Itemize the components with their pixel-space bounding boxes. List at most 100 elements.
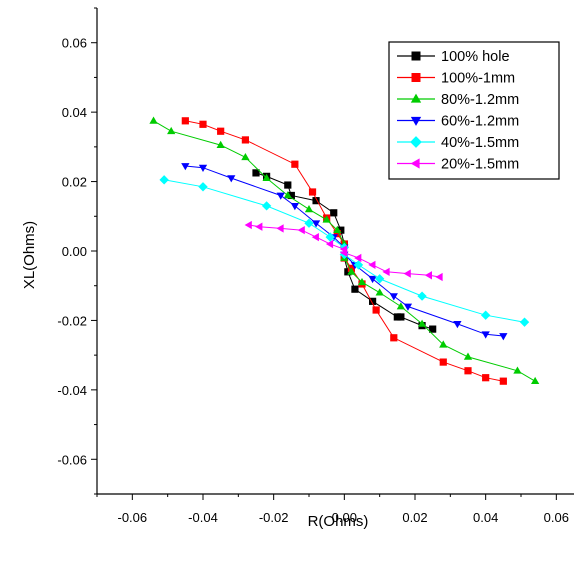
y-tick-label: 0.06 <box>62 36 87 51</box>
legend-item: 40%-1.5mm <box>397 135 519 151</box>
data-point <box>396 302 406 310</box>
data-point <box>276 224 284 233</box>
data-point <box>389 293 398 301</box>
x-tick-label: -0.02 <box>259 510 289 525</box>
x-tick-label: 0.00 <box>332 510 357 525</box>
legend-label: 80%-1.2mm <box>441 92 519 108</box>
data-point <box>311 220 321 228</box>
data-point <box>403 303 413 311</box>
data-point <box>482 374 490 382</box>
x-tick-label: 0.02 <box>402 510 427 525</box>
data-point <box>312 197 320 205</box>
data-point <box>291 160 299 168</box>
data-point <box>480 310 491 320</box>
legend-label: 60%-1.2mm <box>441 114 519 130</box>
data-point <box>390 334 398 342</box>
data-point <box>244 220 252 230</box>
data-point <box>351 285 359 293</box>
data-point <box>311 232 319 242</box>
series-line <box>343 257 536 382</box>
series-line <box>153 120 345 245</box>
data-point <box>368 260 376 270</box>
data-point <box>333 230 341 238</box>
y-tick-label: 0.04 <box>62 105 87 120</box>
data-point <box>198 182 208 192</box>
data-point <box>417 319 427 327</box>
data-point <box>519 317 530 327</box>
data-point <box>530 376 540 385</box>
legend-item: 60%-1.2mm <box>397 114 519 130</box>
data-point <box>325 239 334 249</box>
legend-marker <box>410 158 420 169</box>
x-tick-label: -0.06 <box>118 510 148 525</box>
legend-marker <box>410 136 422 148</box>
data-point <box>159 175 169 185</box>
data-point <box>283 191 292 199</box>
series-3 <box>149 116 540 385</box>
series-5 <box>159 175 530 327</box>
y-tick-label: 0.02 <box>62 175 87 190</box>
data-point <box>198 164 208 173</box>
data-point <box>463 352 473 360</box>
data-point <box>369 297 377 305</box>
data-point <box>397 313 405 321</box>
data-point <box>304 205 314 213</box>
data-point <box>417 291 427 301</box>
data-point <box>513 366 522 374</box>
data-point <box>464 367 472 375</box>
legend-item: 20%-1.5mm <box>397 157 519 173</box>
data-point <box>499 377 507 385</box>
data-point <box>347 267 356 275</box>
data-point <box>403 269 411 278</box>
y-tick-label: -0.02 <box>57 313 87 328</box>
axes: -0.06 -0.04 -0.02 0.00 0.02 0.04 0.06 -0.06 -0.0… <box>57 7 574 525</box>
y-tick-label: -0.06 <box>57 452 87 467</box>
data-point <box>424 271 433 280</box>
data-point <box>374 274 385 284</box>
data-point <box>354 253 362 263</box>
data-point <box>181 163 190 171</box>
data-point <box>368 275 377 284</box>
data-point <box>372 306 380 314</box>
data-point <box>439 340 448 348</box>
data-point <box>353 260 364 270</box>
data-point <box>276 192 285 200</box>
series-line <box>185 120 345 245</box>
series-6 <box>244 220 443 282</box>
data-point <box>261 201 272 211</box>
legend-item: 80%-1.2mm <box>397 92 519 108</box>
data-point <box>481 331 490 339</box>
legend-label: 100%-1mm <box>441 71 515 87</box>
data-point <box>252 169 260 177</box>
data-point <box>241 152 250 161</box>
data-point <box>333 225 342 234</box>
data-point <box>297 226 305 235</box>
x-tick-label: -0.04 <box>188 510 218 525</box>
legend-marker <box>411 73 421 82</box>
y-tick-label: -0.04 <box>57 383 87 398</box>
legend-item: 100%-1mm <box>397 71 515 87</box>
legend-marker <box>411 51 421 61</box>
legend-marker <box>410 93 422 103</box>
data-point <box>167 126 176 135</box>
data-point <box>304 218 314 228</box>
data-point <box>181 117 189 125</box>
data-point <box>255 222 263 231</box>
legend-marker <box>410 116 422 126</box>
legend-box <box>388 41 560 180</box>
data-point <box>499 333 508 341</box>
data-point <box>375 288 384 296</box>
legend-label: 40%-1.5mm <box>441 135 519 151</box>
data-point <box>217 127 225 135</box>
series-line <box>343 257 504 382</box>
x-axis-title: R(Ohms) <box>308 513 369 530</box>
x-tick-label: 0.06 <box>544 510 569 525</box>
data-point <box>439 358 447 366</box>
data-point <box>284 181 292 189</box>
data-point <box>322 215 331 223</box>
data-point <box>325 232 335 242</box>
data-point <box>308 188 317 196</box>
legend-label: 20%-1.5mm <box>441 157 519 173</box>
data-point <box>340 248 348 257</box>
data-point <box>227 175 236 183</box>
